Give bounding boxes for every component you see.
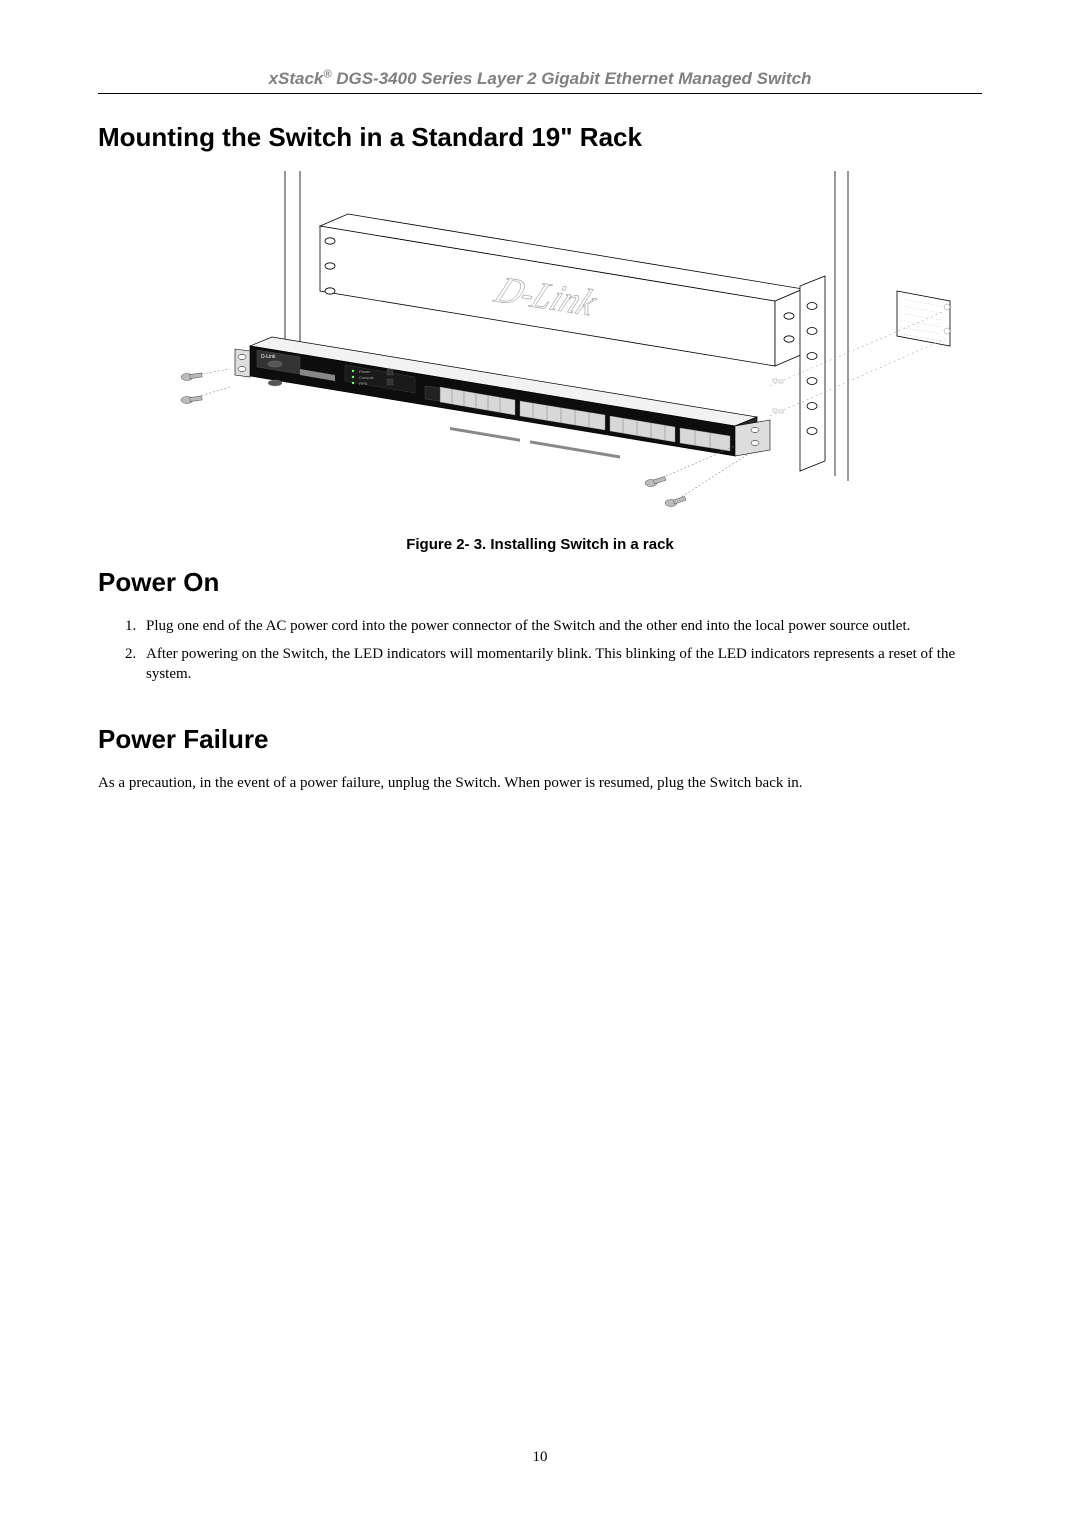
svg-text:RPS: RPS: [359, 381, 368, 386]
header-sup: ®: [323, 68, 331, 80]
page-header: xStack® DGS-3400 Series Layer 2 Gigabit …: [98, 68, 982, 94]
rack-installation-icon: D-Link: [175, 171, 955, 521]
list-item: Plug one end of the AC power cord into t…: [140, 616, 982, 636]
section-heading-power-on: Power On: [98, 567, 982, 598]
figure-container: D-Link: [98, 171, 982, 526]
header-suffix: DGS-3400 Series Layer 2 Gigabit Ethernet…: [332, 69, 812, 88]
rack-figure: D-Link: [175, 171, 955, 521]
section-heading-mounting: Mounting the Switch in a Standard 19" Ra…: [98, 122, 982, 153]
section-heading-power-failure: Power Failure: [98, 724, 982, 755]
svg-text:Console: Console: [359, 375, 374, 380]
figure-caption: Figure 2- 3. Installing Switch in a rack: [98, 536, 982, 553]
svg-text:Power: Power: [359, 369, 371, 374]
svg-text:D-Link: D-Link: [261, 354, 276, 360]
header-prefix: xStack: [269, 69, 324, 88]
list-item: After powering on the Switch, the LED in…: [140, 644, 982, 685]
power-failure-paragraph: As a precaution, in the event of a power…: [98, 773, 982, 793]
header-text: xStack® DGS-3400 Series Layer 2 Gigabit …: [269, 69, 812, 88]
power-on-list: Plug one end of the AC power cord into t…: [140, 616, 982, 685]
page-number: 10: [0, 1449, 1080, 1466]
